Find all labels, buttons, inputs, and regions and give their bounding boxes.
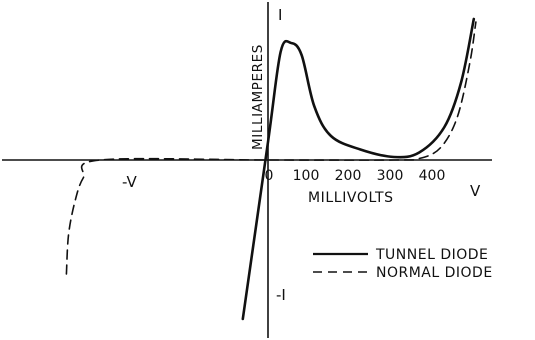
x-axis-right-label: V <box>470 182 481 200</box>
y-axis-top-label: I <box>278 6 282 24</box>
x-axis-left-label: -V <box>122 173 138 191</box>
x-tick-label: 200 <box>335 168 362 184</box>
x-tick-label: 300 <box>377 168 404 184</box>
legend: TUNNEL DIODE NORMAL DIODE <box>313 247 493 281</box>
series-line-tunnel-diode <box>241 17 476 321</box>
x-tick-label: 100 <box>293 168 320 184</box>
y-axis-bottom-label: -I <box>276 286 286 304</box>
legend-label-normal-diode: NORMAL DIODE <box>376 265 493 281</box>
series-layer <box>65 17 477 321</box>
x-tick-label: 400 <box>419 168 446 184</box>
y-axis-title: MILLIAMPERES <box>250 44 266 150</box>
series-line-normal-diode <box>65 21 477 275</box>
x-tick-label: 0 <box>265 168 274 184</box>
x-axis-title: MILLIVOLTS <box>308 190 394 206</box>
x-tick-labels: 0 100 200 300 400 <box>265 168 446 184</box>
legend-label-tunnel-diode: TUNNEL DIODE <box>375 247 488 263</box>
